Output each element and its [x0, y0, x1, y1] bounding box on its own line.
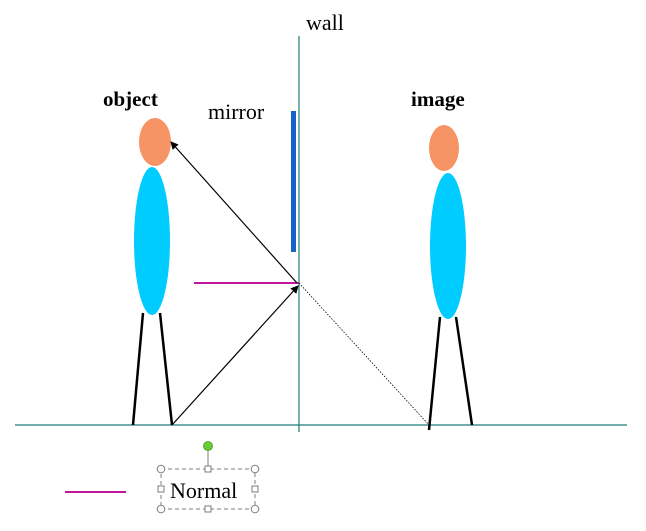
- object-left-leg: [131, 312, 145, 426]
- reflected-ray: [170, 141, 298, 284]
- image-label: image: [411, 87, 465, 111]
- resize-handle-icon[interactable]: [250, 464, 260, 474]
- resize-handle-icon[interactable]: [204, 465, 212, 473]
- mirror-bar: [291, 111, 296, 252]
- resize-handle-icon[interactable]: [204, 505, 212, 513]
- image-body: [430, 173, 466, 319]
- image-head: [429, 125, 459, 171]
- wall-label: wall: [306, 10, 344, 35]
- mirror-label: mirror: [208, 99, 265, 124]
- rotate-handle-icon[interactable]: [203, 441, 213, 451]
- image-person: [427, 125, 474, 431]
- object-person: [131, 118, 174, 426]
- resize-handle-icon[interactable]: [156, 504, 166, 514]
- legend-normal-text[interactable]: Normal: [170, 478, 238, 503]
- object-right-leg: [158, 312, 174, 426]
- object-label: object: [103, 87, 158, 111]
- image-right-leg: [454, 316, 474, 426]
- object-body: [134, 167, 170, 315]
- resize-handle-icon[interactable]: [251, 485, 259, 493]
- resize-handle-icon[interactable]: [157, 485, 165, 493]
- incident-ray: [171, 285, 299, 426]
- resize-handle-icon[interactable]: [156, 464, 166, 474]
- virtual-ray: [298, 282, 430, 426]
- image-left-leg: [427, 316, 442, 431]
- text-selection-frame[interactable]: [156, 441, 260, 514]
- resize-handle-icon[interactable]: [250, 504, 260, 514]
- object-head: [139, 118, 171, 166]
